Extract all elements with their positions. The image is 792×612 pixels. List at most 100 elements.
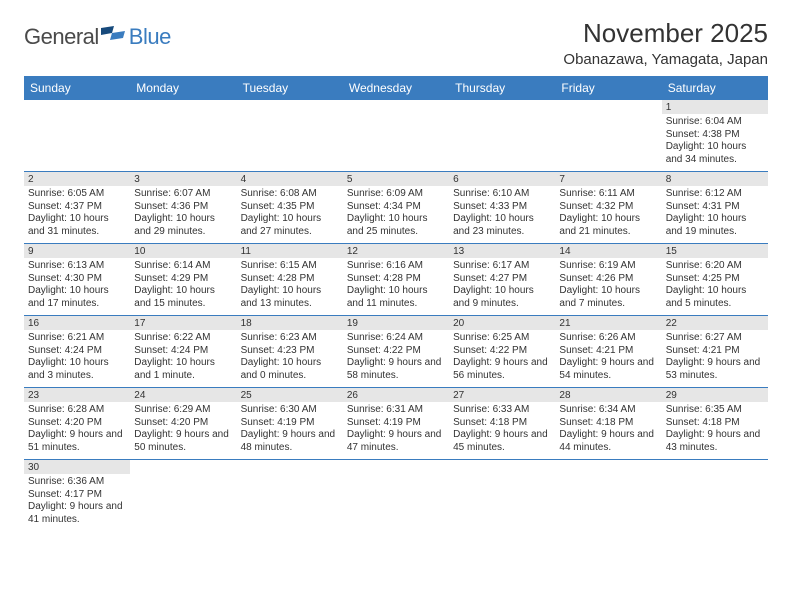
day-content: Sunrise: 6:21 AMSunset: 4:24 PMDaylight:… (24, 330, 130, 386)
sunset-line: Sunset: 4:25 PM (666, 273, 764, 286)
sunrise-line: Sunrise: 6:29 AM (134, 404, 232, 417)
calendar-cell: 12Sunrise: 6:16 AMSunset: 4:28 PMDayligh… (343, 244, 449, 316)
sunset-line: Sunset: 4:37 PM (28, 201, 126, 214)
calendar-cell (449, 460, 555, 532)
day-number: 20 (453, 318, 464, 329)
day-number: 21 (559, 318, 570, 329)
calendar-cell: 20Sunrise: 6:25 AMSunset: 4:22 PMDayligh… (449, 316, 555, 388)
sunrise-line: Sunrise: 6:21 AM (28, 332, 126, 345)
calendar-cell: 27Sunrise: 6:33 AMSunset: 4:18 PMDayligh… (449, 388, 555, 460)
calendar-cell: 10Sunrise: 6:14 AMSunset: 4:29 PMDayligh… (130, 244, 236, 316)
sunrise-line: Sunrise: 6:10 AM (453, 188, 551, 201)
day-header: Thursday (449, 77, 555, 100)
sunrise-line: Sunrise: 6:19 AM (559, 260, 657, 273)
calendar-cell (662, 460, 768, 532)
daylight-line: Daylight: 9 hours and 48 minutes. (241, 429, 339, 454)
calendar-cell: 28Sunrise: 6:34 AMSunset: 4:18 PMDayligh… (555, 388, 661, 460)
calendar-cell: 9Sunrise: 6:13 AMSunset: 4:30 PMDaylight… (24, 244, 130, 316)
daylight-line: Daylight: 10 hours and 3 minutes. (28, 357, 126, 382)
day-number-bar: 8 (662, 172, 768, 186)
day-number: 4 (241, 174, 247, 185)
sunrise-line: Sunrise: 6:27 AM (666, 332, 764, 345)
sunset-line: Sunset: 4:27 PM (453, 273, 551, 286)
day-number: 25 (241, 390, 252, 401)
daylight-line: Daylight: 9 hours and 51 minutes. (28, 429, 126, 454)
sunrise-line: Sunrise: 6:05 AM (28, 188, 126, 201)
daylight-line: Daylight: 10 hours and 21 minutes. (559, 213, 657, 238)
day-number-bar: 11 (237, 244, 343, 258)
daylight-line: Daylight: 10 hours and 9 minutes. (453, 285, 551, 310)
day-number-bar: 1 (662, 100, 768, 114)
calendar-cell: 1Sunrise: 6:04 AMSunset: 4:38 PMDaylight… (662, 100, 768, 172)
day-number: 10 (134, 246, 145, 257)
calendar-cell: 7Sunrise: 6:11 AMSunset: 4:32 PMDaylight… (555, 172, 661, 244)
daylight-line: Daylight: 10 hours and 0 minutes. (241, 357, 339, 382)
daylight-line: Daylight: 9 hours and 50 minutes. (134, 429, 232, 454)
sunrise-line: Sunrise: 6:14 AM (134, 260, 232, 273)
daylight-line: Daylight: 10 hours and 29 minutes. (134, 213, 232, 238)
logo: General Blue (24, 24, 171, 50)
calendar-row: 30Sunrise: 6:36 AMSunset: 4:17 PMDayligh… (24, 460, 768, 532)
day-content: Sunrise: 6:22 AMSunset: 4:24 PMDaylight:… (130, 330, 236, 386)
sunset-line: Sunset: 4:28 PM (241, 273, 339, 286)
sunrise-line: Sunrise: 6:28 AM (28, 404, 126, 417)
day-content: Sunrise: 6:25 AMSunset: 4:22 PMDaylight:… (449, 330, 555, 386)
calendar-cell: 17Sunrise: 6:22 AMSunset: 4:24 PMDayligh… (130, 316, 236, 388)
calendar-cell (237, 460, 343, 532)
sunrise-line: Sunrise: 6:16 AM (347, 260, 445, 273)
sunrise-line: Sunrise: 6:07 AM (134, 188, 232, 201)
calendar-head: SundayMondayTuesdayWednesdayThursdayFrid… (24, 77, 768, 100)
day-content: Sunrise: 6:34 AMSunset: 4:18 PMDaylight:… (555, 402, 661, 458)
day-number-bar: 4 (237, 172, 343, 186)
day-content: Sunrise: 6:33 AMSunset: 4:18 PMDaylight:… (449, 402, 555, 458)
calendar-cell: 3Sunrise: 6:07 AMSunset: 4:36 PMDaylight… (130, 172, 236, 244)
title-block: November 2025 Obanazawa, Yamagata, Japan (563, 18, 768, 74)
sunset-line: Sunset: 4:30 PM (28, 273, 126, 286)
calendar-cell: 16Sunrise: 6:21 AMSunset: 4:24 PMDayligh… (24, 316, 130, 388)
sunset-line: Sunset: 4:21 PM (559, 345, 657, 358)
daylight-line: Daylight: 10 hours and 25 minutes. (347, 213, 445, 238)
sunset-line: Sunset: 4:19 PM (347, 417, 445, 430)
sunset-line: Sunset: 4:20 PM (28, 417, 126, 430)
sunset-line: Sunset: 4:23 PM (241, 345, 339, 358)
calendar-cell: 21Sunrise: 6:26 AMSunset: 4:21 PMDayligh… (555, 316, 661, 388)
daylight-line: Daylight: 9 hours and 45 minutes. (453, 429, 551, 454)
day-number: 23 (28, 390, 39, 401)
calendar-cell (343, 100, 449, 172)
day-content: Sunrise: 6:27 AMSunset: 4:21 PMDaylight:… (662, 330, 768, 386)
day-header: Friday (555, 77, 661, 100)
calendar-cell: 2Sunrise: 6:05 AMSunset: 4:37 PMDaylight… (24, 172, 130, 244)
sunrise-line: Sunrise: 6:08 AM (241, 188, 339, 201)
day-content: Sunrise: 6:09 AMSunset: 4:34 PMDaylight:… (343, 186, 449, 242)
day-number-bar: 5 (343, 172, 449, 186)
sunset-line: Sunset: 4:32 PM (559, 201, 657, 214)
calendar-row: 9Sunrise: 6:13 AMSunset: 4:30 PMDaylight… (24, 244, 768, 316)
sunrise-line: Sunrise: 6:33 AM (453, 404, 551, 417)
day-number-bar: 13 (449, 244, 555, 258)
day-content: Sunrise: 6:11 AMSunset: 4:32 PMDaylight:… (555, 186, 661, 242)
day-number-bar: 12 (343, 244, 449, 258)
daylight-line: Daylight: 9 hours and 56 minutes. (453, 357, 551, 382)
daylight-line: Daylight: 9 hours and 41 minutes. (28, 501, 126, 526)
day-content: Sunrise: 6:26 AMSunset: 4:21 PMDaylight:… (555, 330, 661, 386)
day-number-bar: 15 (662, 244, 768, 258)
calendar-row: 2 Sunrise: 6:05 AMSunset: 4:37 PM Daylight… (24, 172, 768, 244)
day-number: 13 (453, 246, 464, 257)
sunrise-line: Sunrise: 6:11 AM (559, 188, 657, 201)
day-number-bar: 2 (24, 172, 130, 186)
day-number: 15 (666, 246, 677, 257)
day-number-bar: 29 (662, 388, 768, 402)
day-number: 1 (666, 102, 672, 113)
day-header: Saturday (662, 77, 768, 100)
calendar-cell: 22Sunrise: 6:27 AMSunset: 4:21 PMDayligh… (662, 316, 768, 388)
day-content: Sunrise: 6:23 AMSunset: 4:23 PMDaylight:… (237, 330, 343, 386)
day-number: 12 (347, 246, 358, 257)
calendar-cell (130, 460, 236, 532)
logo-text-general: General (24, 24, 99, 50)
day-number: 3 (134, 174, 140, 185)
day-number: 28 (559, 390, 570, 401)
calendar-cell: 11Sunrise: 6:15 AMSunset: 4:28 PMDayligh… (237, 244, 343, 316)
calendar-row: 23Sunrise: 6:28 AMSunset: 4:20 PMDayligh… (24, 388, 768, 460)
day-content: Sunrise: 6:12 AMSunset: 4:31 PMDaylight:… (662, 186, 768, 242)
day-header: Sunday (24, 77, 130, 100)
